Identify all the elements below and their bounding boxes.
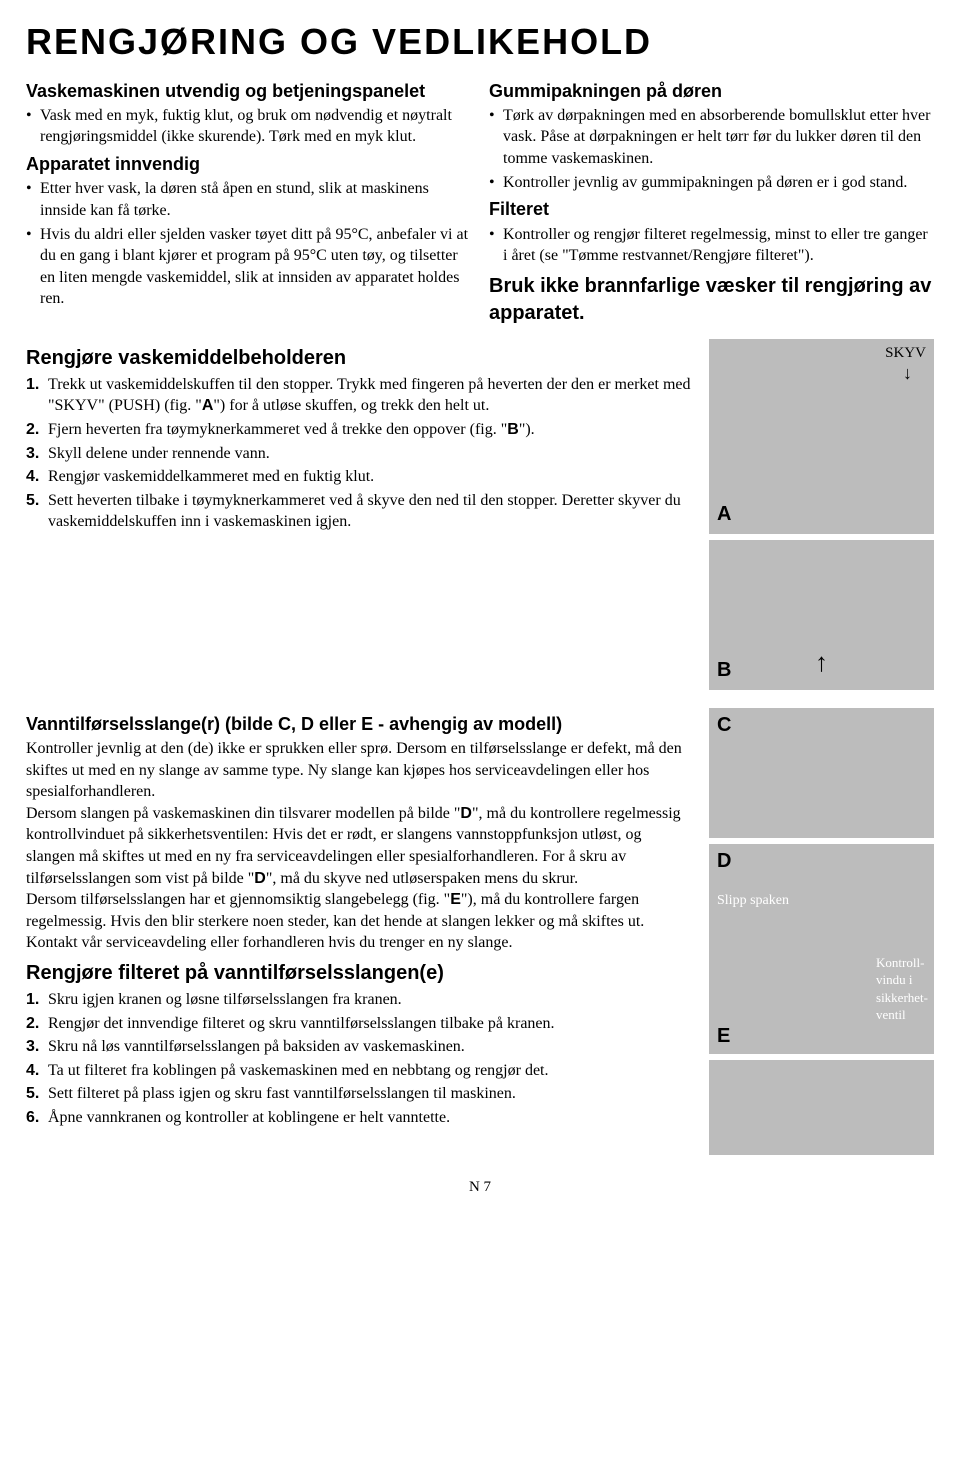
step-text: "). — [519, 421, 535, 438]
step-text: Fjern heverten fra tøymyknerkammeret ved… — [48, 421, 507, 438]
fig-ref-d: D — [460, 805, 472, 822]
page-footer: N 7 — [26, 1177, 934, 1197]
inlet-filter-steps: Skru igjen kranen og løsne tilførselssla… — [26, 989, 691, 1129]
hose-p1: Kontroller jevnlig at den (de) ikke er s… — [26, 738, 691, 803]
list-item: Trekk ut vaskemiddelskuffen til den stop… — [26, 374, 691, 417]
figure-d: D Slipp spaken Kontroll- vindu i sikkerh… — [709, 844, 934, 1054]
figure-b: ↑ B — [709, 540, 934, 690]
dispenser-row: Rengjøre vaskemiddelbeholderen Trekk ut … — [26, 339, 934, 690]
arrow-up-icon: ↑ — [815, 645, 828, 680]
hose-figures: C D Slipp spaken Kontroll- vindu i sikke… — [709, 708, 934, 1155]
list-item: Sett filteret på plass igjen og skru fas… — [26, 1083, 691, 1105]
list-item: Skru nå løs vanntilførselsslangen på bak… — [26, 1036, 691, 1058]
list-item: Skyll delene under rennende vann. — [26, 443, 691, 465]
exterior-bullets: Vask med en myk, fuktig klut, og bruk om… — [26, 105, 471, 148]
fig-ref-b: B — [507, 421, 519, 438]
list-item: Sett heverten tilbake i tøymyknerkammere… — [26, 490, 691, 533]
heading-filter: Filteret — [489, 197, 934, 221]
release-lever-label: Slipp spaken — [717, 892, 789, 911]
list-item: Kontroller og rengjør filteret regelmess… — [489, 224, 934, 267]
list-item: Skru igjen kranen og løsne tilførselssla… — [26, 989, 691, 1011]
list-item: Ta ut filteret fra koblingen på vaskemas… — [26, 1060, 691, 1082]
step-text: ") for å utløse skuffen, og trekk den he… — [213, 397, 489, 414]
list-item: Åpne vannkranen og kontroller at kobling… — [26, 1107, 691, 1129]
list-item: Fjern heverten fra tøymyknerkammeret ved… — [26, 419, 691, 441]
hose-p3: Dersom tilførselsslangen har et gjennoms… — [26, 889, 691, 954]
interior-bullets: Etter hver vask, la døren stå åpen en st… — [26, 178, 471, 310]
list-item: Tørk av dørpakningen med en absorberende… — [489, 105, 934, 170]
figure-d-label: D — [717, 848, 731, 875]
warning-heading: Bruk ikke brannfarlige væsker til rengjø… — [489, 273, 934, 327]
list-item: Hvis du aldri eller sjelden vasker tøyet… — [26, 224, 471, 310]
fig-ref-e: E — [450, 891, 461, 908]
heading-gasket: Gummipakningen på døren — [489, 79, 934, 103]
figure-e-label: E — [717, 1023, 730, 1050]
figure-a: SKYV ↓ A — [709, 339, 934, 534]
hose-row: Vanntilførselsslange(r) (bilde C, D elle… — [26, 708, 934, 1155]
figure-a-label: A — [717, 501, 731, 528]
hose-text-span: Dersom tilførselsslangen har et gjennoms… — [26, 891, 450, 908]
hose-heading: Vanntilførselsslange(r) (bilde C, D elle… — [26, 712, 691, 736]
left-column: Vaskemaskinen utvendig og betjeningspane… — [26, 75, 471, 329]
list-item: Kontroller jevnlig av gummipakningen på … — [489, 172, 934, 194]
inlet-filter-heading: Rengjøre filteret på vanntilførselsslang… — [26, 960, 691, 987]
figure-b-label: B — [717, 657, 731, 684]
figure-e — [709, 1060, 934, 1155]
list-item: Vask med en myk, fuktig klut, og bruk om… — [26, 105, 471, 148]
filter-bullets: Kontroller og rengjør filteret regelmess… — [489, 224, 934, 267]
dispenser-text: Rengjøre vaskemiddelbeholderen Trekk ut … — [26, 339, 691, 690]
dispenser-heading: Rengjøre vaskemiddelbeholderen — [26, 345, 691, 372]
list-item: Rengjør vaskemiddelkammeret med en fukti… — [26, 466, 691, 488]
fig-ref-a: A — [202, 397, 214, 414]
heading-interior: Apparatet innvendig — [26, 152, 471, 176]
gasket-bullets: Tørk av dørpakningen med en absorberende… — [489, 105, 934, 193]
list-item: Rengjør det innvendige filteret og skru … — [26, 1013, 691, 1035]
page-title: RENGJØRING OG VEDLIKEHOLD — [26, 18, 934, 67]
hose-text-span: Dersom slangen på vaskemaskinen din tils… — [26, 805, 460, 822]
figure-c-label: C — [717, 712, 731, 739]
heading-exterior: Vaskemaskinen utvendig og betjeningspane… — [26, 79, 471, 103]
fig-ref-d: D — [254, 870, 266, 887]
hose-text-span: ", må du skyve ned utløserspaken mens du… — [266, 870, 578, 887]
list-item: Etter hver vask, la døren stå åpen en st… — [26, 178, 471, 221]
intro-columns: Vaskemaskinen utvendig og betjeningspane… — [26, 75, 934, 329]
figure-c: C — [709, 708, 934, 838]
right-column: Gummipakningen på døren Tørk av dørpakni… — [489, 75, 934, 329]
dispenser-steps: Trekk ut vaskemiddelskuffen til den stop… — [26, 374, 691, 533]
hose-text: Vanntilførselsslange(r) (bilde C, D elle… — [26, 708, 691, 1155]
hose-p2: Dersom slangen på vaskemaskinen din tils… — [26, 803, 691, 889]
arrow-down-icon: ↓ — [903, 361, 912, 385]
dispenser-figures: SKYV ↓ A ↑ B — [709, 339, 934, 690]
control-window-label: Kontroll- vindu i sikkerhet- ventil — [876, 954, 928, 1024]
